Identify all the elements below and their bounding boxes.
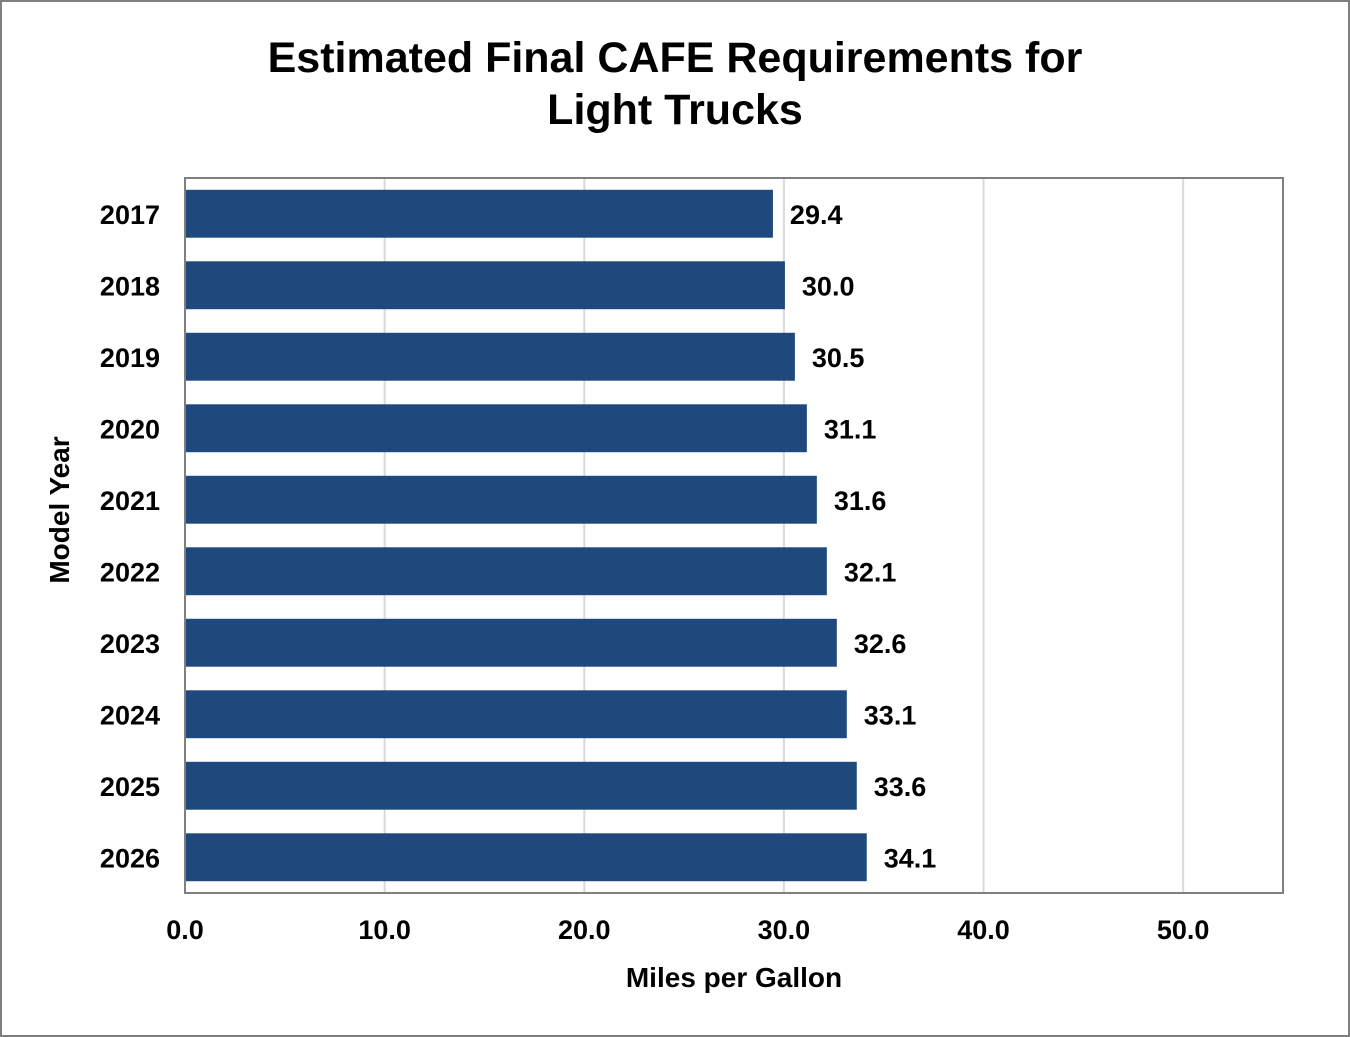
bar-value-label: 32.1 bbox=[844, 557, 897, 587]
y-tick-label: 2024 bbox=[100, 700, 160, 730]
bar-value-label: 33.1 bbox=[864, 700, 917, 730]
x-axis-title: Miles per Gallon bbox=[626, 962, 842, 993]
bar bbox=[186, 404, 807, 453]
plot-area-frame bbox=[184, 177, 1284, 894]
bar bbox=[186, 690, 847, 739]
bar-value-label: 29.4 bbox=[790, 200, 843, 230]
x-tick-label: 10.0 bbox=[358, 915, 411, 945]
bar bbox=[186, 833, 867, 882]
y-tick-label: 2020 bbox=[100, 414, 160, 444]
y-tick-label: 2019 bbox=[100, 343, 160, 373]
bar-value-label: 31.1 bbox=[824, 414, 877, 444]
y-tick-label: 2022 bbox=[100, 557, 160, 587]
chart-title-line-2: Light Trucks bbox=[547, 86, 803, 134]
bar-value-label: 34.1 bbox=[884, 843, 937, 873]
bar-value-label: 31.6 bbox=[834, 486, 887, 516]
chart-title-line-1: Estimated Final CAFE Requirements for bbox=[268, 34, 1083, 82]
bar bbox=[186, 475, 817, 524]
bar-value-label: 32.6 bbox=[854, 629, 907, 659]
bar-value-label: 33.6 bbox=[874, 772, 927, 802]
data-labels: 29.4 30.0 30.5 31.1 31.6 32.1 32.6 33.1 33.6 34.1 bbox=[790, 200, 936, 874]
x-tick-label: 50.0 bbox=[1157, 915, 1210, 945]
y-tick-label: 2018 bbox=[100, 271, 160, 301]
bars bbox=[186, 189, 867, 882]
x-tick-label: 0.0 bbox=[166, 915, 204, 945]
y-tick-label: 2025 bbox=[100, 772, 160, 802]
bar bbox=[186, 332, 795, 381]
y-axis-title: Model Year bbox=[44, 436, 75, 583]
x-tick-label: 20.0 bbox=[558, 915, 611, 945]
x-tick-label: 30.0 bbox=[758, 915, 811, 945]
y-tick-labels: 2017 2018 2019 2020 2021 2022 2023 2024 2025 2026 bbox=[100, 200, 160, 874]
bar-value-label: 30.5 bbox=[812, 343, 865, 373]
bar bbox=[186, 547, 827, 596]
y-tick-label: 2026 bbox=[100, 843, 160, 873]
bar bbox=[186, 618, 837, 667]
bar-value-label: 30.0 bbox=[802, 271, 855, 301]
y-tick-label: 2017 bbox=[100, 200, 160, 230]
bar bbox=[186, 261, 785, 310]
x-tick-labels: 0.0 10.0 20.0 30.0 40.0 50.0 bbox=[166, 915, 1209, 945]
bar bbox=[186, 761, 857, 810]
bar bbox=[186, 189, 773, 238]
y-tick-label: 2021 bbox=[100, 486, 160, 516]
x-tick-label: 40.0 bbox=[957, 915, 1010, 945]
y-tick-label: 2023 bbox=[100, 629, 160, 659]
